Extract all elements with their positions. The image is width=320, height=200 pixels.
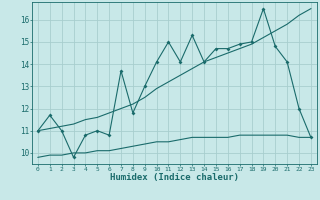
X-axis label: Humidex (Indice chaleur): Humidex (Indice chaleur): [110, 173, 239, 182]
